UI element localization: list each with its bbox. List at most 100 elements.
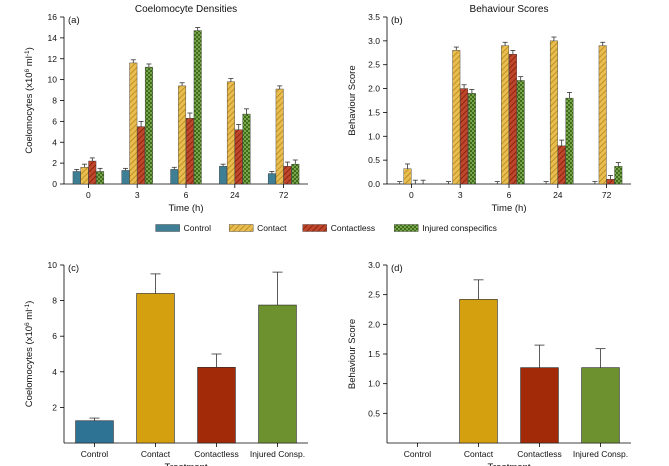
- bar-injured-conspecifics-6: [193, 30, 202, 185]
- y-tick-label: 1.5: [368, 349, 380, 359]
- bar-contactless-72: [283, 166, 292, 185]
- bar-contact: [459, 299, 498, 444]
- x-tick-label: 24: [553, 190, 563, 200]
- bar-contactless-72: [606, 179, 615, 185]
- panel-b: 0.0 0.5 1.0 1.5 2.0 2.5 3.0 3.5 (b) Behaviour Sco…: [347, 4, 631, 214]
- bar-control-6: [170, 169, 179, 185]
- x-axis-label: Treatment: [488, 462, 531, 466]
- bar-control-3: [121, 170, 130, 185]
- panel-label: (b): [391, 15, 403, 26]
- x-tick-label: 3: [135, 190, 140, 200]
- y-tick-label: 2.0: [368, 84, 380, 94]
- x-tick-label: Contact: [141, 449, 171, 459]
- x-tick-label: 3: [458, 190, 463, 200]
- bar-contactless-3: [137, 126, 146, 185]
- y-tick-label: 6: [52, 116, 57, 126]
- y-axis-label: Coelomocytes (x106 ml-1): [24, 47, 36, 154]
- bar-control-0: [72, 171, 81, 185]
- bar-contact-24: [226, 81, 235, 185]
- bar-contact: [136, 293, 175, 444]
- legend: Control Contact Contactless Injured conspec…: [155, 223, 497, 233]
- legend-label: Control: [184, 223, 212, 233]
- y-axis-label-part: Behaviour Score: [347, 319, 358, 389]
- y-axis-label: Coelomocytes (x106 ml-1): [24, 301, 36, 408]
- legend-item-control: Control: [155, 223, 212, 233]
- x-tick-label: Injured Consp.: [250, 449, 305, 459]
- bar-injured-conspecifics-3: [467, 93, 476, 185]
- bar-contact-6: [178, 85, 187, 185]
- y-axis-label-part: Coelomocytes (x10: [24, 326, 35, 407]
- bar-contactless-0: [88, 160, 97, 185]
- y-axis-label-part: Coelomocytes (x10: [24, 72, 35, 153]
- y-axis-label-part: 6: [24, 68, 31, 72]
- x-tick-label: 6: [507, 190, 512, 200]
- y-tick-label: 12: [48, 54, 58, 64]
- bar-injured-consp: [258, 304, 297, 444]
- legend-swatch: [394, 224, 419, 232]
- x-axis-label: Time (h): [168, 203, 203, 214]
- x-tick-label: 0: [409, 190, 414, 200]
- bar-contactless: [520, 367, 559, 444]
- y-tick-label: 4: [52, 367, 57, 377]
- y-axis-label-part: ml: [24, 56, 35, 69]
- y-axis-label: Behaviour Score: [347, 65, 358, 135]
- y-tick-label: 14: [48, 33, 58, 43]
- x-tick-label: Contactless: [517, 449, 561, 459]
- bar-contactless-24: [234, 129, 243, 185]
- y-tick-label: 0.0: [368, 179, 380, 189]
- x-tick-label: Injured Consp.: [573, 449, 628, 459]
- x-tick-label: Control: [81, 449, 109, 459]
- y-axis-label-part: -1: [24, 50, 31, 56]
- bar-contact-0: [403, 168, 412, 185]
- bar-contact-6: [501, 45, 510, 185]
- panel-label: (d): [391, 263, 403, 274]
- x-tick-label: Contactless: [194, 449, 238, 459]
- y-axis-label-part: ): [24, 301, 35, 304]
- bar-contactless: [197, 367, 236, 444]
- bar-injured-consp: [581, 367, 620, 444]
- y-tick-label: 2: [52, 402, 57, 412]
- y-tick-label: 10: [48, 75, 58, 85]
- legend-label: Contactless: [331, 223, 375, 233]
- x-tick-label: 0: [86, 190, 91, 200]
- bar-injured-conspecifics-0: [96, 171, 105, 185]
- y-axis-label-part: ml: [24, 310, 35, 323]
- bar-injured-conspecifics-72: [291, 163, 300, 185]
- y-tick-label: 3.0: [368, 36, 380, 46]
- legend-label: Injured conspecifics: [422, 223, 497, 233]
- panel-label: (a): [68, 15, 80, 26]
- bar-injured-conspecifics-72: [614, 166, 623, 185]
- y-tick-label: 10: [48, 260, 58, 270]
- y-tick-label: 3.0: [368, 260, 380, 270]
- bar-contact-3: [129, 62, 138, 185]
- x-tick-label: 72: [602, 190, 612, 200]
- y-tick-label: 0.5: [368, 155, 380, 165]
- y-tick-label: 2.5: [368, 60, 380, 70]
- x-tick-label: Contact: [464, 449, 494, 459]
- bar-control: [75, 420, 114, 444]
- legend-item-injured-conspecifics: Injured conspecifics: [394, 223, 497, 233]
- legend-label: Contact: [257, 223, 287, 233]
- y-tick-label: 16: [48, 12, 58, 22]
- bar-injured-conspecifics-24: [565, 97, 574, 185]
- y-tick-label: 1.5: [368, 107, 380, 117]
- y-tick-label: 8: [52, 96, 57, 106]
- y-axis-label: Behaviour Score: [347, 319, 358, 389]
- y-axis-label-part: -1: [24, 304, 31, 310]
- bar-control-24: [219, 166, 228, 185]
- bar-contact-72: [275, 88, 284, 185]
- bar-contactless-6: [508, 54, 517, 185]
- legend-item-contactless: Contactless: [302, 223, 375, 233]
- bar-contact-72: [598, 45, 607, 185]
- bar-contact-3: [452, 50, 461, 185]
- y-axis-label-part: Behaviour Score: [347, 65, 358, 135]
- y-tick-label: 1.0: [368, 131, 380, 141]
- legend-swatch: [228, 224, 254, 232]
- y-axis-label-part: 6: [24, 322, 31, 326]
- legend-swatch: [155, 224, 180, 232]
- chart-title: Coelomocyte Densities: [135, 4, 237, 15]
- y-tick-label: 4: [52, 137, 57, 147]
